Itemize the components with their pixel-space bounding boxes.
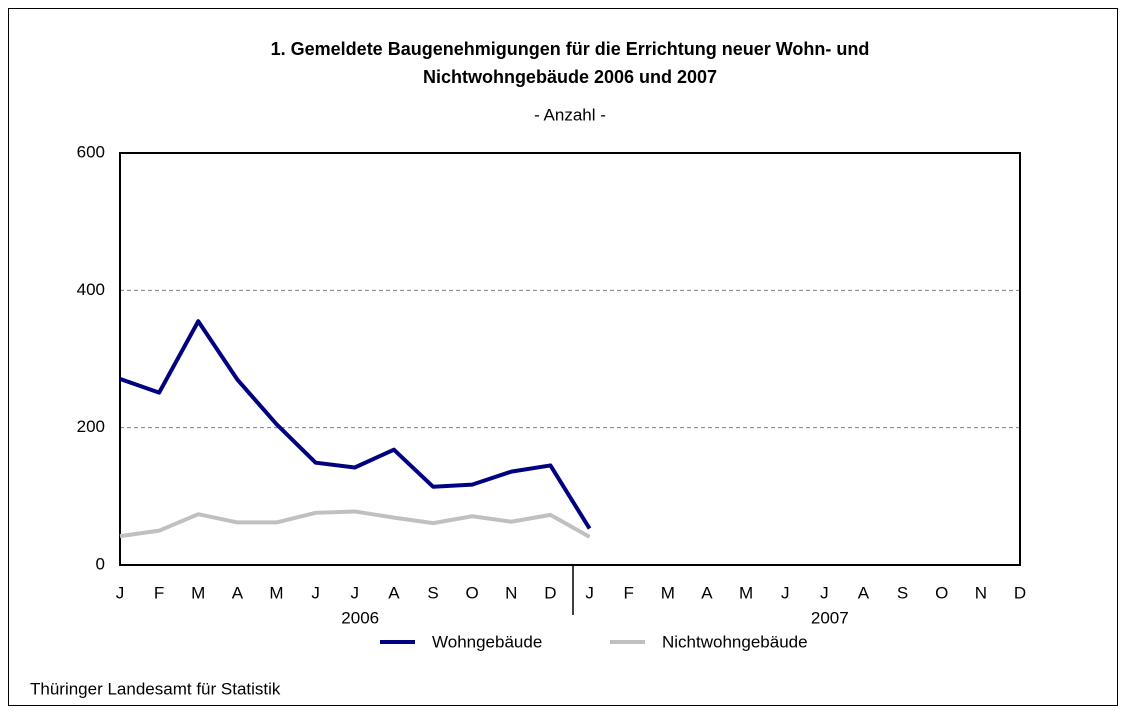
- x-tick-label: J: [585, 583, 594, 602]
- y-tick-label: 0: [96, 554, 105, 573]
- x-tick-label: A: [858, 583, 870, 602]
- x-tick-label: O: [466, 583, 479, 602]
- x-tick-label: N: [975, 583, 987, 602]
- y-tick-label: 200: [77, 417, 105, 436]
- legend-label: Wohngebäude: [432, 632, 542, 651]
- y-tick-label: 600: [77, 142, 105, 161]
- y-tick-label: 400: [77, 280, 105, 299]
- frame: [8, 8, 1118, 706]
- x-tick-label: J: [311, 583, 320, 602]
- x-tick-label: M: [739, 583, 753, 602]
- x-tick-label: M: [661, 583, 675, 602]
- x-tick-label: A: [232, 583, 244, 602]
- x-tick-label: A: [701, 583, 713, 602]
- x-tick-label: S: [427, 583, 438, 602]
- legend-label: Nichtwohngebäude: [662, 632, 808, 651]
- x-tick-label: F: [624, 583, 634, 602]
- x-tick-label: O: [935, 583, 948, 602]
- series-line: [119, 509, 591, 539]
- series-line: [119, 319, 592, 530]
- x-tick-label: J: [820, 583, 829, 602]
- x-tick-label: D: [1014, 583, 1026, 602]
- source: Thüringer Landesamt für Statistik: [30, 679, 281, 698]
- chart-title: Nichtwohngebäude 2006 und 2007: [423, 67, 717, 87]
- x-tick-label: A: [388, 583, 400, 602]
- x-tick-label: J: [781, 583, 790, 602]
- chart-subtitle: - Anzahl -: [534, 105, 606, 124]
- year-label: 2006: [341, 608, 379, 627]
- plot-area: [119, 152, 1021, 566]
- x-tick-label: D: [544, 583, 556, 602]
- x-tick-label: J: [351, 583, 360, 602]
- year-label: 2007: [811, 608, 849, 627]
- x-tick-label: J: [116, 583, 125, 602]
- x-tick-label: N: [505, 583, 517, 602]
- x-tick-label: M: [191, 583, 205, 602]
- x-tick-label: S: [897, 583, 908, 602]
- chart-title: 1. Gemeldete Baugenehmigungen für die Er…: [271, 39, 870, 59]
- x-tick-label: F: [154, 583, 164, 602]
- x-tick-label: M: [269, 583, 283, 602]
